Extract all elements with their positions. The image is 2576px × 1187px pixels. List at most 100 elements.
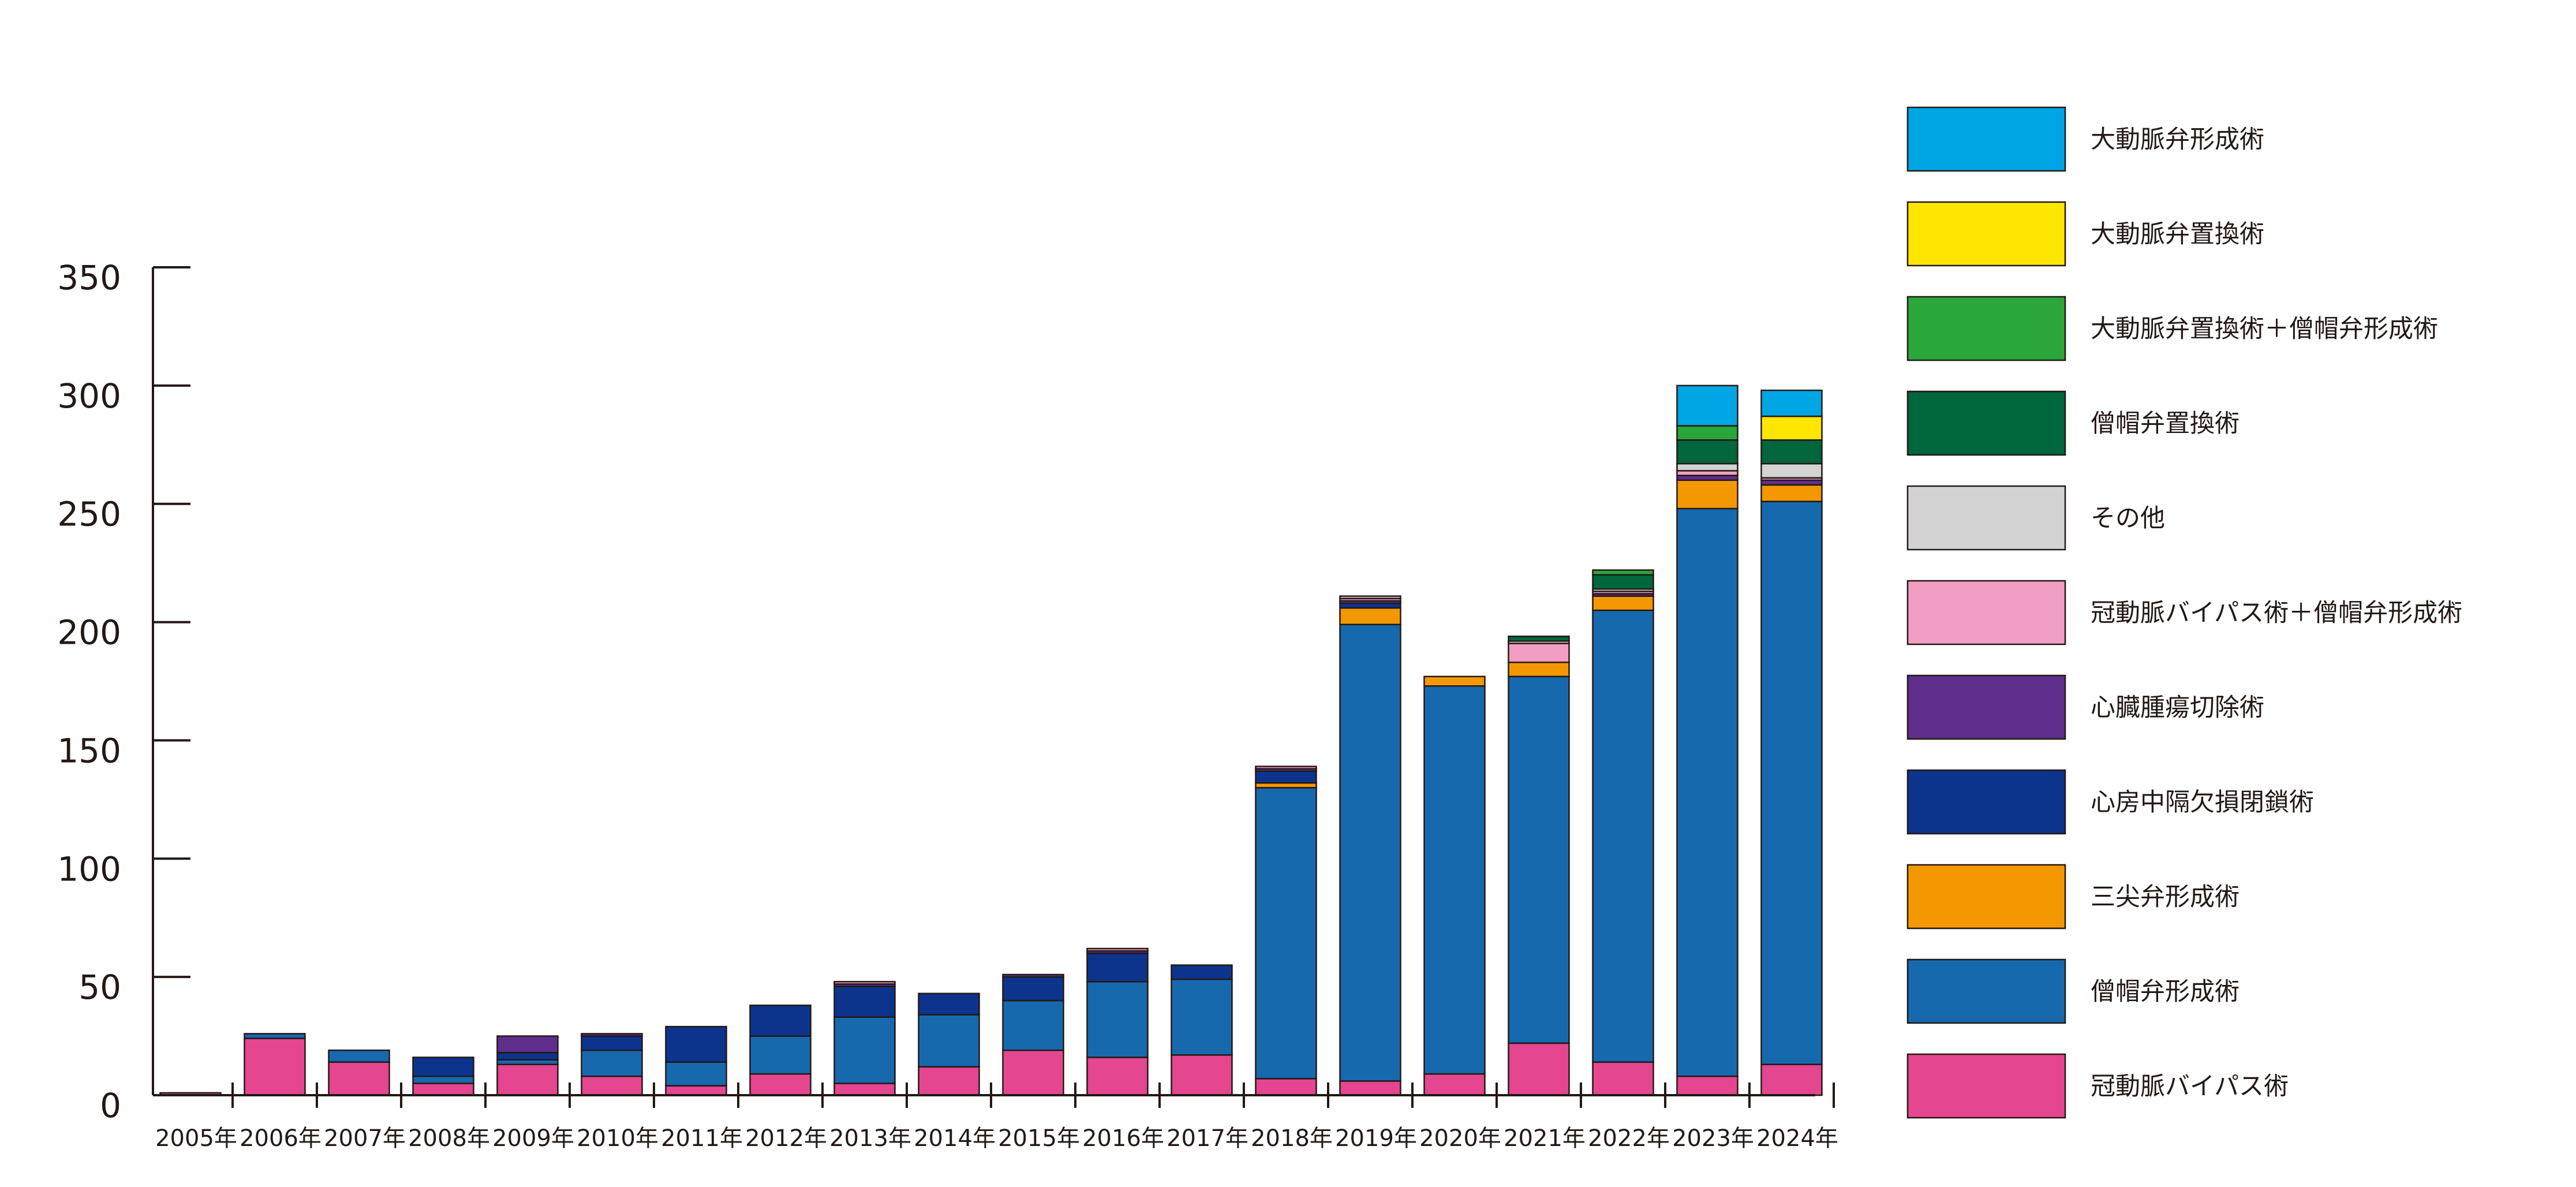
bar-segment — [1508, 643, 1570, 663]
bar-segment — [412, 1075, 474, 1084]
bar-segment — [918, 1014, 980, 1068]
legend-label: 三尖弁形成術 — [2091, 883, 2239, 912]
bar-segment — [1002, 999, 1064, 1051]
bar-stack — [1760, 389, 1823, 1096]
bar-segment — [833, 1083, 896, 1096]
legend-swatch — [1906, 390, 2066, 456]
legend-swatch — [1906, 106, 2066, 172]
legend-item: 心臓腫瘍切除術 — [1906, 674, 2264, 740]
bar-segment — [833, 986, 896, 1018]
bar-segment — [1592, 609, 1654, 1063]
bar-segment — [1760, 439, 1823, 465]
legend-swatch — [1906, 958, 2066, 1024]
legend-item: 大動脈弁形成術 — [1906, 106, 2264, 172]
legend-swatch — [1906, 864, 2066, 930]
legend-label: 心臓腫瘍切除術 — [2091, 693, 2264, 722]
bar-segment — [1339, 1080, 1401, 1096]
x-tick-label: 2010年 — [577, 1125, 659, 1152]
bar-segment — [1339, 624, 1401, 1082]
bar-segment — [1508, 1042, 1570, 1096]
legend-swatch — [1906, 580, 2066, 645]
bar-stack — [918, 992, 980, 1096]
x-tick-label: 2023年 — [1672, 1125, 1754, 1152]
legend-item: 三尖弁形成術 — [1906, 864, 2239, 930]
bar-segment — [581, 1035, 643, 1051]
bar-segment — [1592, 574, 1654, 590]
bar-stack — [412, 1057, 474, 1096]
bar-segment — [1760, 501, 1823, 1065]
x-tick-label: 2017年 — [1167, 1125, 1248, 1152]
legend-item: 大動脈弁置換術＋僧帽弁形成術 — [1906, 296, 2438, 361]
bar-segment — [244, 1033, 306, 1039]
bar-stack — [244, 1033, 306, 1096]
bar-segment — [328, 1061, 390, 1096]
legend-label: 心房中隔欠損閉鎖術 — [2091, 788, 2314, 817]
bar-segment — [1002, 973, 1064, 978]
legend-swatch — [1906, 674, 2066, 740]
x-tick-label: 2007年 — [324, 1125, 406, 1152]
bar-stack — [1423, 675, 1486, 1096]
bar-segment — [1086, 981, 1149, 1058]
bar-segment — [1508, 661, 1570, 678]
bar-stack — [1255, 766, 1317, 1096]
bar-segment — [1171, 964, 1233, 980]
bar-segment — [412, 1083, 474, 1096]
legend-label: 冠動脈バイパス術 — [2091, 1072, 2289, 1101]
y-tick-label: 300 — [57, 376, 121, 416]
bar-segment — [581, 1075, 643, 1096]
bar-segment — [1339, 595, 1401, 599]
legend-label: 大動脈弁置換術＋僧帽弁形成術 — [2091, 315, 2438, 344]
bar-segment — [496, 1052, 559, 1061]
bar-segment — [665, 1085, 727, 1096]
legend-label: 大動脈弁形成術 — [2091, 125, 2264, 154]
bar-segment — [244, 1037, 306, 1096]
bar-stack — [1339, 595, 1401, 1096]
bar-segment — [1592, 569, 1654, 576]
legend-item: 僧帽弁形成術 — [1906, 958, 2239, 1024]
bar-segment — [918, 992, 980, 1016]
bar-segment — [1086, 952, 1149, 983]
bar-segment — [749, 1073, 812, 1096]
bar-segment — [1676, 1075, 1738, 1096]
bar-segment — [1760, 462, 1823, 479]
bar-segment — [1592, 595, 1654, 611]
x-tick-label: 2018年 — [1251, 1125, 1333, 1152]
bar-stack — [1002, 973, 1064, 1096]
bar-segment — [918, 1066, 980, 1096]
bar-segment — [1423, 675, 1486, 687]
bar-segment — [412, 1057, 474, 1077]
bar-stack — [1171, 964, 1233, 1096]
legend-item: 冠動脈バイパス術＋僧帽弁形成術 — [1906, 580, 2462, 645]
bar-stack — [833, 981, 896, 1096]
x-tick-label: 2021年 — [1504, 1125, 1586, 1152]
bar-segment — [1086, 947, 1149, 952]
bar-stack — [665, 1025, 727, 1096]
y-tick-label: 150 — [57, 731, 121, 770]
bar-segment — [581, 1033, 643, 1037]
bar-segment — [1676, 479, 1738, 510]
x-tick-label: 2022年 — [1588, 1125, 1670, 1152]
bar-segment — [1255, 1078, 1317, 1096]
bar-segment — [1508, 635, 1570, 642]
legend-swatch — [1906, 485, 2066, 551]
bar-stack — [1676, 385, 1738, 1096]
bar-segment — [1760, 1063, 1823, 1096]
legend-item: 冠動脈バイパス術 — [1906, 1053, 2289, 1119]
legend-swatch — [1906, 769, 2066, 835]
legend-label: その他 — [2091, 504, 2165, 533]
bar-stack — [328, 1049, 390, 1096]
y-tick-label: 200 — [57, 613, 121, 652]
bar-segment — [1255, 766, 1317, 770]
y-tick-label: 100 — [57, 849, 121, 889]
legend-item: 大動脈弁置換術 — [1906, 201, 2264, 267]
legend-swatch — [1906, 1053, 2066, 1119]
bar-segment — [1760, 389, 1823, 417]
bar-stack — [1592, 569, 1654, 1096]
bar-stack — [749, 1005, 812, 1096]
x-tick-label: 2012年 — [745, 1125, 827, 1152]
bar-segment — [1592, 1061, 1654, 1096]
bar-segment — [833, 981, 896, 985]
bar-segment — [1676, 385, 1738, 427]
x-tick-label: 2011年 — [661, 1125, 743, 1152]
bar-segment — [496, 1063, 559, 1096]
